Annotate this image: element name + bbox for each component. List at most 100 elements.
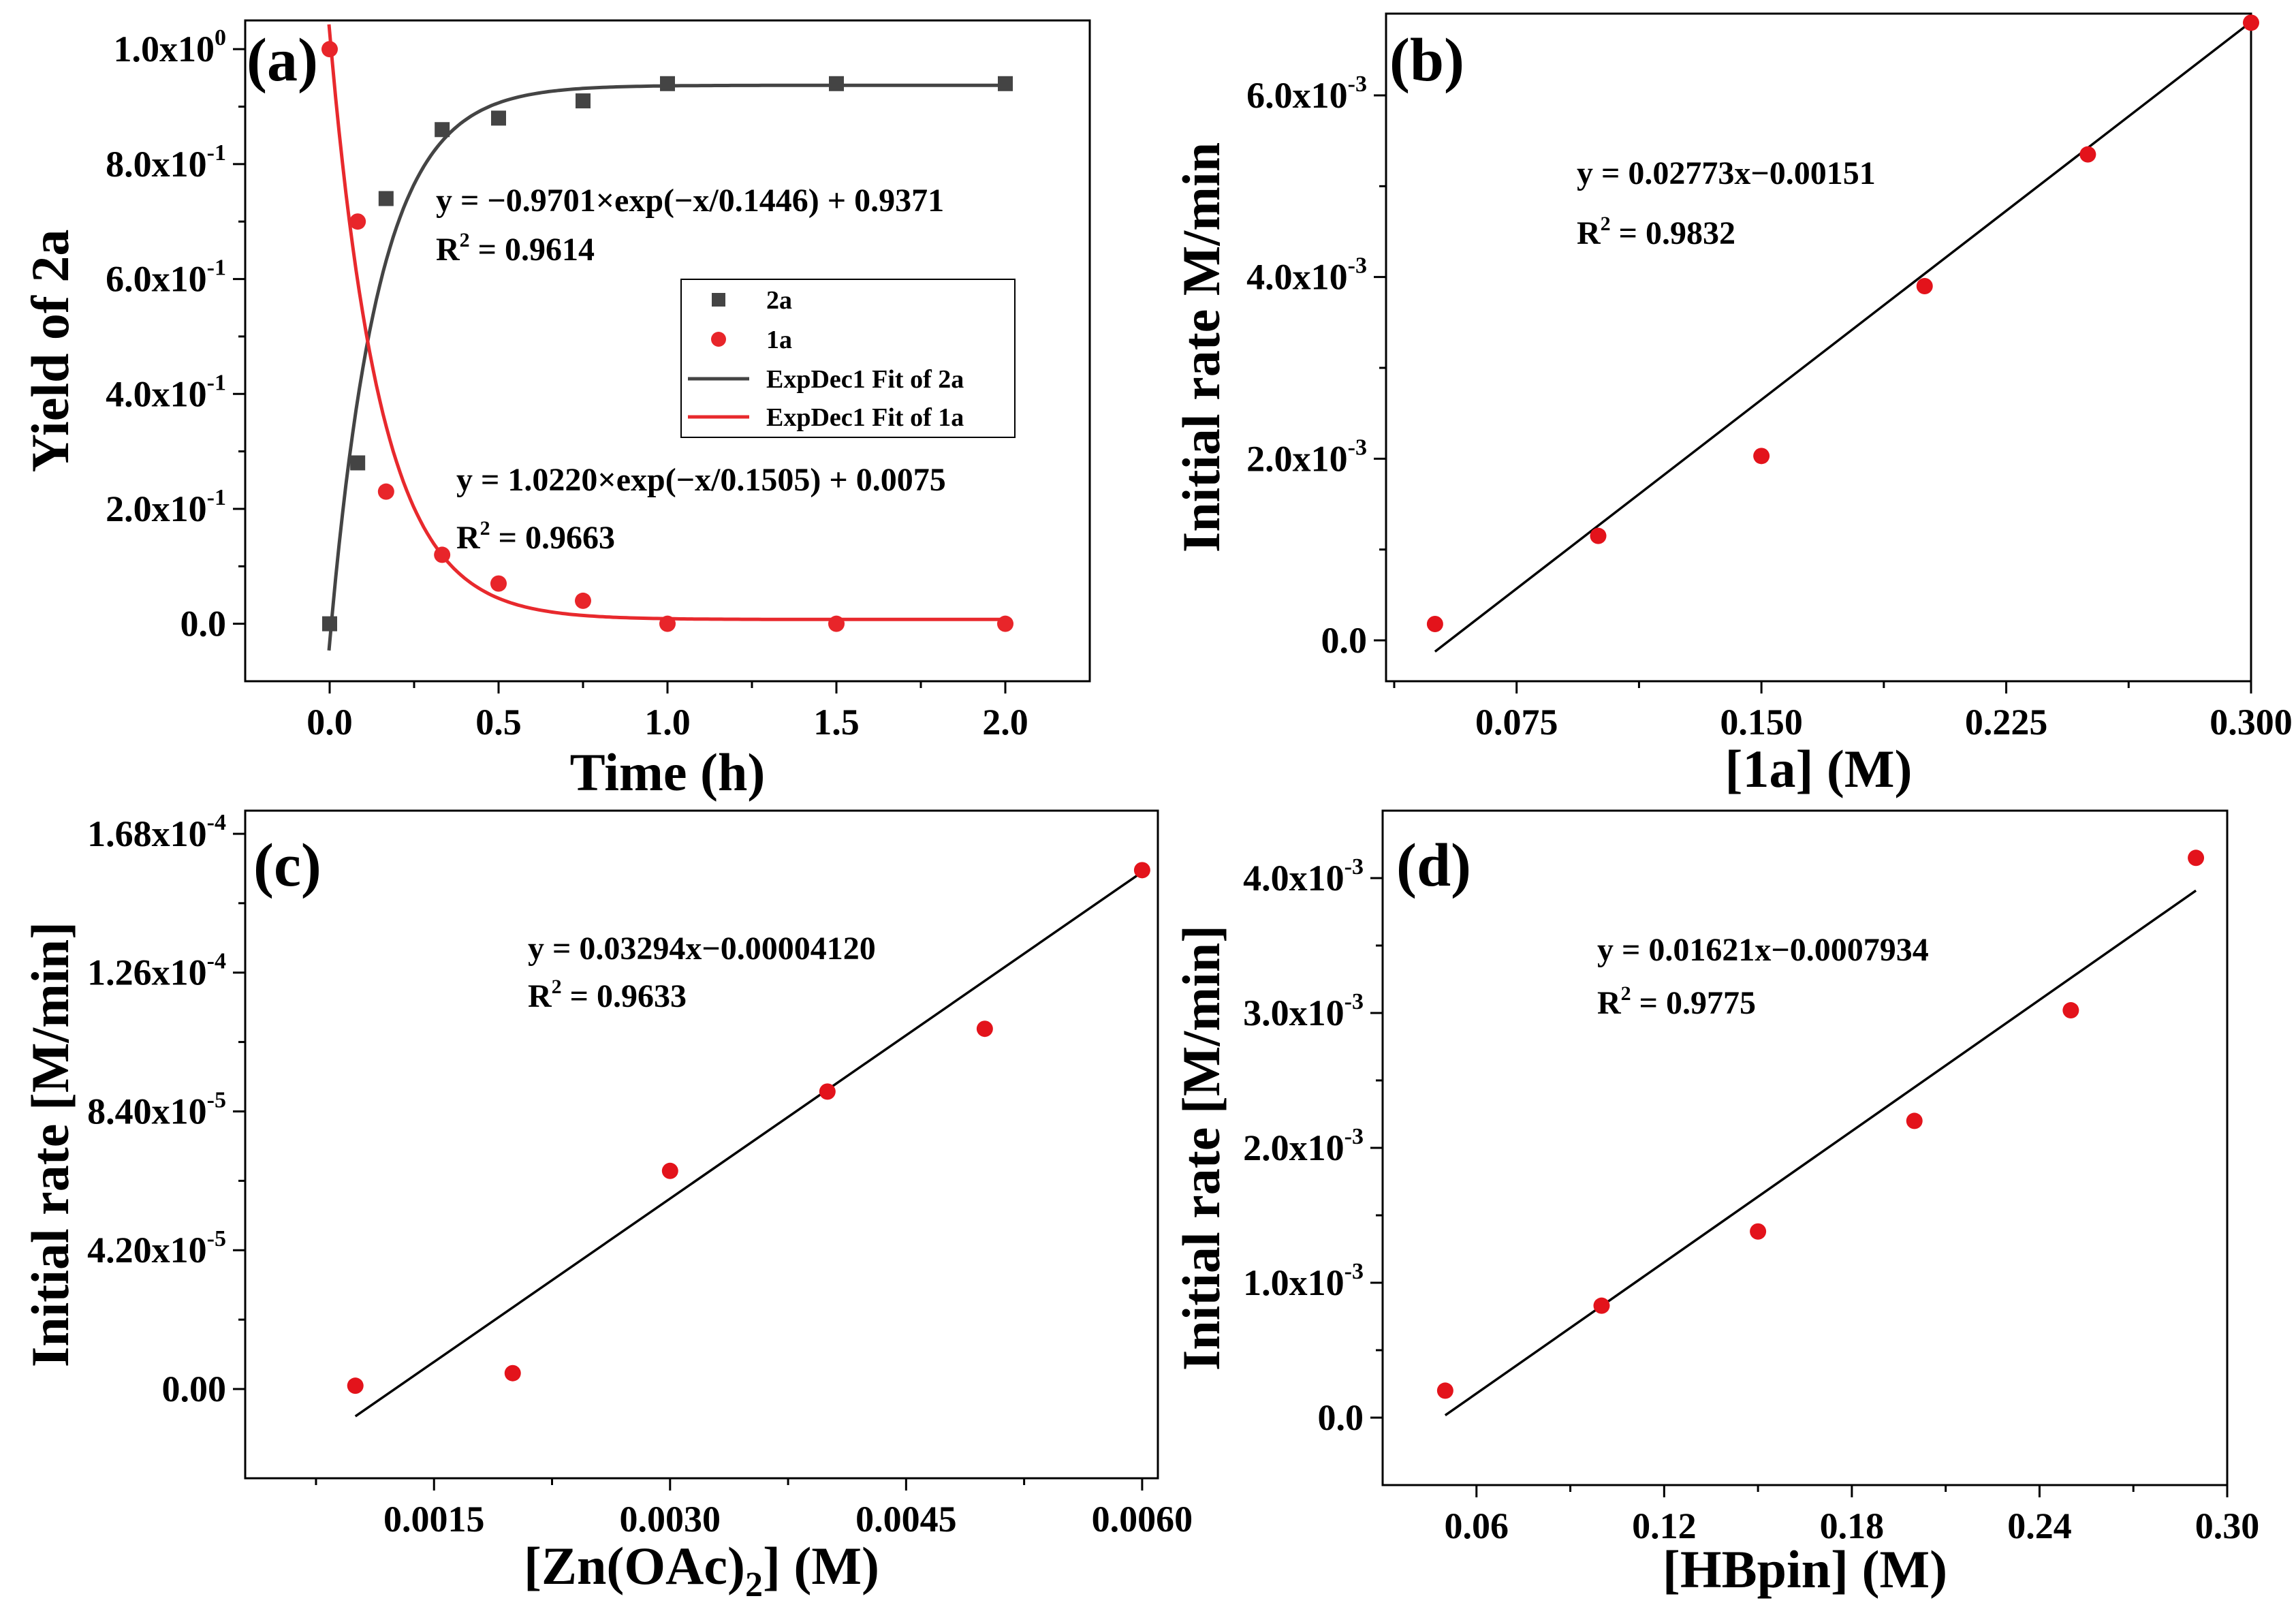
y-tick-label: 2.0x10-1 xyxy=(106,485,226,529)
data-point xyxy=(661,1162,678,1179)
x-tick-label: 2.0 xyxy=(982,702,1028,743)
y-axis-label: Initial rate M/min xyxy=(1171,142,1231,552)
x-axis-label: [Zn(OAc)2] (M) xyxy=(524,1536,879,1604)
y-tick-exponent: -3 xyxy=(1344,1259,1364,1284)
y-tick-mantissa: 1.0x10 xyxy=(1243,1262,1344,1303)
y-tick-mantissa: 0.0 xyxy=(1318,1397,1364,1438)
data-point-2a xyxy=(378,191,394,206)
y-tick-label: 0.0 xyxy=(1318,1397,1364,1438)
r-squared-exp: 2 xyxy=(1621,982,1631,1005)
x-tick-label: 0.06 xyxy=(1445,1506,1509,1546)
r-squared-exp: 2 xyxy=(480,517,490,540)
data-point xyxy=(504,1364,521,1382)
y-axis-label: Initial rate [M/min] xyxy=(20,922,80,1367)
plot-frame xyxy=(1381,809,2229,1486)
r-squared-value: = 0.9663 xyxy=(490,520,615,556)
legend-label-2a: 2a xyxy=(766,286,792,315)
panel-c: 0.0015 0.0030 0.0045 0.00600.004.20x10-58.4… xyxy=(20,809,1193,1604)
data-point xyxy=(1436,1382,1453,1399)
y-tick-exponent: -1 xyxy=(207,255,226,281)
data-point-1a xyxy=(659,615,676,632)
panel-b: 0.075 0.150 0.225 0.3000.02.0x10-34.0x10-36… xyxy=(1171,12,2293,798)
r-squared-exp: 2 xyxy=(1601,213,1611,235)
data-point-2a xyxy=(576,93,591,109)
r-squared-prefix: R xyxy=(436,232,460,268)
y-tick-label: 0.00 xyxy=(162,1369,227,1409)
y-tick-label: 1.0x10-3 xyxy=(1243,1259,1364,1303)
r-squared-prefix: R xyxy=(1577,215,1601,251)
x-tick-label: 0.150 xyxy=(1720,702,1803,743)
y-tick-exponent: -3 xyxy=(1344,854,1364,879)
data-point xyxy=(2188,849,2205,867)
data-point-2a xyxy=(660,76,675,91)
data-point xyxy=(1593,1297,1610,1314)
fit-equation: y = 0.01621x−0.0007934 xyxy=(1597,932,1929,968)
data-point-1a xyxy=(828,615,845,632)
y-tick-mantissa: 2.0x10 xyxy=(1246,438,1348,479)
panel-label: (c) xyxy=(253,832,321,899)
y-tick-label: 0.0 xyxy=(1321,620,1368,661)
r-squared: R2 = 0.9663 xyxy=(456,517,615,556)
x-tick-label: 0.30 xyxy=(2195,1506,2260,1546)
panel-label: (d) xyxy=(1396,832,1471,899)
y-tick-mantissa: 4.0x10 xyxy=(1243,858,1344,899)
y-tick-label: 2.0x10-3 xyxy=(1243,1124,1364,1168)
y-tick-label: 0.0 xyxy=(180,604,227,644)
y-tick-mantissa: 1.0x10 xyxy=(114,29,215,69)
y-tick-mantissa: 4.0x10 xyxy=(106,373,207,414)
y-tick-label: 8.40x10-5 xyxy=(87,1087,226,1132)
r-squared-prefix: R xyxy=(1597,985,1622,1021)
y-tick-mantissa: 4.0x10 xyxy=(1246,257,1348,298)
y-tick-exponent: -4 xyxy=(207,810,226,835)
legend-label-1a: 1a xyxy=(766,326,792,354)
x-tick-label: 0.0 xyxy=(306,702,353,743)
y-tick-exponent: -5 xyxy=(207,1226,226,1251)
data-point-1a xyxy=(575,592,591,609)
y-tick-label: 4.20x10-5 xyxy=(87,1226,226,1270)
data-point-1a xyxy=(997,615,1013,632)
r-squared-value: = 0.9832 xyxy=(1611,215,1735,251)
legend-label-fit-2a: ExpDec1 Fit of 2a xyxy=(766,365,964,394)
fit-equation: y = 0.03294x−0.00004120 xyxy=(528,931,876,967)
panel-label: (a) xyxy=(247,27,318,94)
y-tick-label: 1.0x100 xyxy=(114,25,227,69)
x-tick-label: 0.300 xyxy=(2209,702,2293,743)
y-tick-label: 4.0x10-3 xyxy=(1246,253,1367,298)
y-tick-exponent: -4 xyxy=(207,949,226,974)
legend: 2a 1a ExpDec1 Fit of 2a ExpDec1 Fit of 1a xyxy=(680,279,1016,438)
r-squared-prefix: R xyxy=(528,978,552,1014)
panel-a: 0.0 0.5 1.0 1.5 2.00.02.0x10-14.0x10-16.0x10… xyxy=(20,19,1091,802)
r-squared: R2 = 0.9614 xyxy=(436,229,595,268)
x-tick-label: 0.5 xyxy=(475,702,522,743)
y-tick-mantissa: 2.0x10 xyxy=(106,488,207,529)
x-tick-label: 0.0030 xyxy=(620,1499,721,1540)
fit-equation: y = 0.02773x−0.00151 xyxy=(1577,155,1876,191)
x-tick-label: 0.24 xyxy=(2007,1506,2072,1546)
y-axis-label: Yield of 2a xyxy=(20,230,80,473)
x-axis-label: Time (h) xyxy=(570,743,766,802)
legend-marker-2a xyxy=(712,293,725,307)
y-tick-exponent: -5 xyxy=(207,1087,226,1112)
x-tick-label: 0.18 xyxy=(1820,1506,1885,1546)
x-tick-label: 1.5 xyxy=(813,702,860,743)
y-tick-label: 6.0x10-1 xyxy=(106,255,226,300)
data-point-2a xyxy=(491,110,506,126)
fit-equation: y = 1.0220×exp(−x/0.1505) + 0.0075 xyxy=(456,462,946,498)
r-squared-value: = 0.9614 xyxy=(470,232,595,268)
data-point-1a xyxy=(490,575,507,592)
plot-frame xyxy=(244,809,1159,1480)
y-tick-mantissa: 0.0 xyxy=(1321,620,1368,661)
data-point-1a xyxy=(321,41,338,58)
x-axis-label-sub: 2 xyxy=(745,1565,763,1604)
x-tick-label: 1.0 xyxy=(644,702,691,743)
y-tick-mantissa: 1.26x10 xyxy=(87,952,207,993)
panel-d: 0.06 0.12 0.18 0.24 0.300.01.0x10-32.0x10-33… xyxy=(1171,809,2260,1599)
y-tick-exponent: -1 xyxy=(207,485,226,510)
data-point xyxy=(1906,1112,1923,1129)
y-tick-exponent: -1 xyxy=(207,140,226,166)
data-point-1a xyxy=(377,483,394,500)
r-squared-prefix: R xyxy=(456,520,481,556)
y-tick-label: 4.0x10-3 xyxy=(1243,854,1364,899)
r-squared-exp: 2 xyxy=(552,976,562,998)
